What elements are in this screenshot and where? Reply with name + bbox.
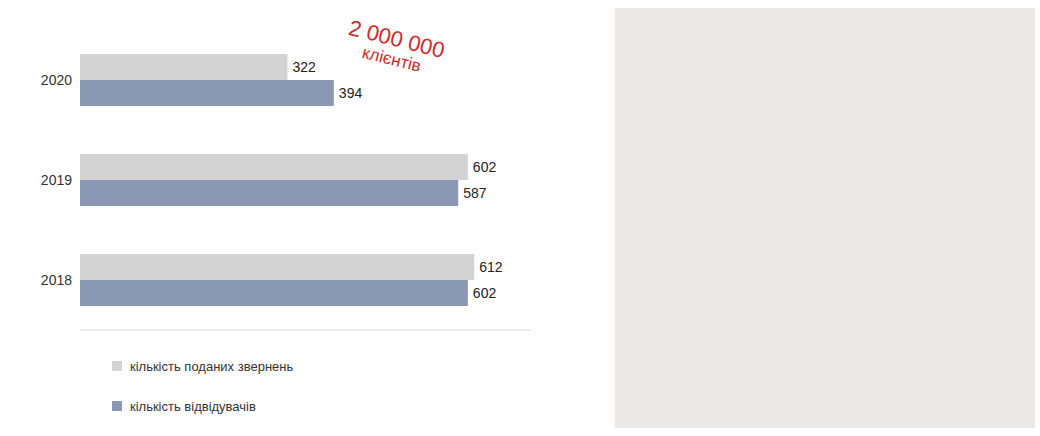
svg-text:2019: 2019 — [41, 172, 72, 188]
svg-text:587: 587 — [463, 185, 487, 201]
svg-text:2018: 2018 — [41, 272, 72, 288]
svg-text:612: 612 — [479, 259, 503, 275]
svg-text:394: 394 — [339, 85, 363, 101]
svg-text:602: 602 — [473, 159, 497, 175]
svg-text:2020: 2020 — [41, 72, 72, 88]
html-text:кількість відвідувачів: кількість відвідувачів — [130, 398, 256, 414]
html-text:клієнтів: клієнтів — [360, 43, 423, 76]
html-text:кількість поданих звернень: кількість поданих звернень — [130, 358, 294, 374]
html-text:2 000 000: 2 000 000 — [346, 15, 448, 63]
svg-text:322: 322 — [292, 59, 316, 75]
svg-text:602: 602 — [473, 285, 497, 301]
